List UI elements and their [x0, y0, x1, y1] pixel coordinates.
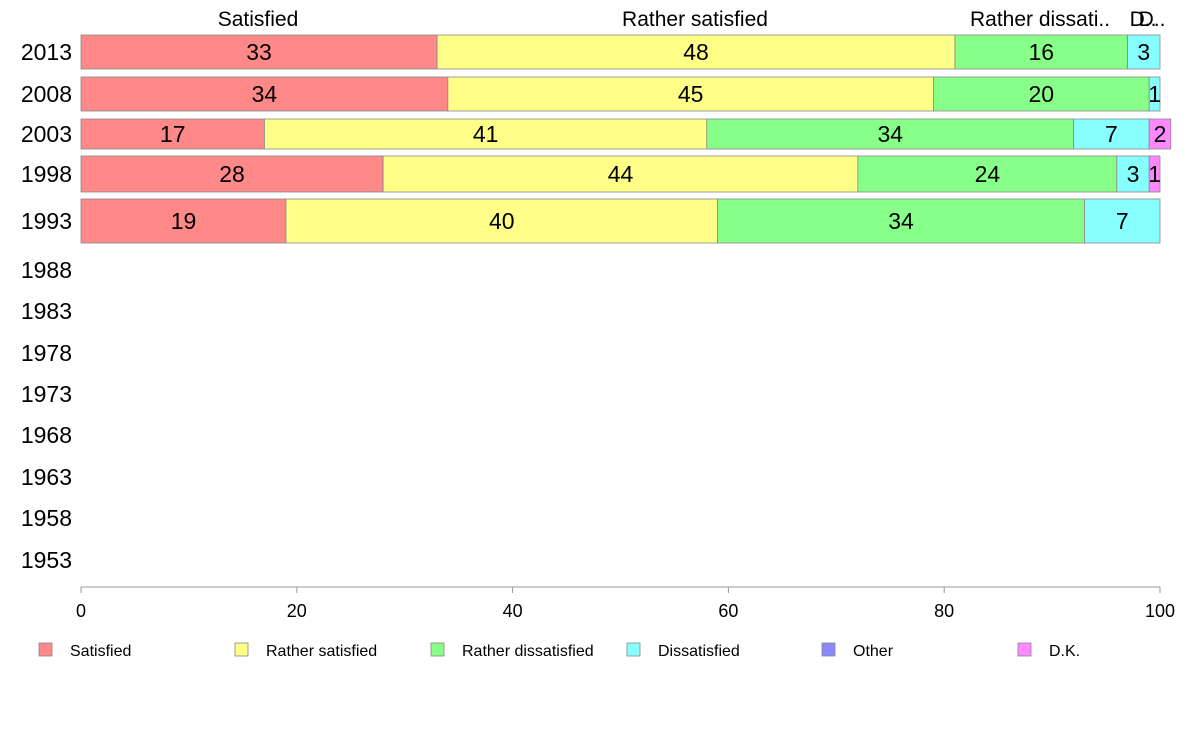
bar-segment: [933, 76, 1150, 112]
bar-value-label: 34: [888, 208, 914, 234]
bar-value-label: 24: [975, 161, 1001, 187]
bar-value-label: 7: [1105, 121, 1118, 147]
bar-segment: [1073, 118, 1150, 150]
year-label: 1973: [21, 381, 72, 407]
bar-segment: [1148, 118, 1172, 150]
x-tick-label: 0: [76, 601, 86, 621]
year-label: 1993: [21, 208, 72, 234]
x-tick-label: 60: [718, 601, 738, 621]
year-label: 2003: [21, 121, 72, 147]
bar-segment: [80, 118, 265, 150]
year-label: 1953: [21, 547, 72, 573]
legend-swatch: [430, 642, 445, 657]
bar-segment: [717, 198, 1085, 244]
legend-label: D.K.: [1049, 643, 1080, 660]
legend-label: Satisfied: [70, 643, 131, 660]
bar-segment: [264, 118, 708, 150]
year-label: 2013: [21, 39, 72, 65]
bar-segment: [857, 155, 1118, 193]
bar-segment: [80, 155, 384, 193]
bar-segment: [382, 155, 859, 193]
bar-value-label: 45: [678, 81, 704, 107]
legend-swatch: [626, 642, 641, 657]
legend-label: Other: [853, 643, 894, 660]
bar-segment: [1148, 155, 1161, 193]
top-column-label: Rather dissati..: [970, 8, 1110, 31]
bar-value-label: 2: [1154, 121, 1167, 147]
year-label: 1998: [21, 161, 72, 187]
legend-swatch: [38, 642, 53, 657]
year-label: 1958: [21, 505, 72, 531]
legend-label: Rather dissatisfied: [462, 643, 594, 660]
bar-value-label: 28: [219, 161, 245, 187]
bar-value-label: 19: [171, 208, 197, 234]
top-column-label: Satisfied: [218, 8, 299, 31]
bar-segment: [285, 198, 719, 244]
bar-value-label: 40: [489, 208, 515, 234]
bar-value-label: 1: [1148, 161, 1161, 187]
year-label: 1968: [21, 422, 72, 448]
year-label: 1988: [21, 257, 72, 283]
x-tick-label: 100: [1145, 601, 1175, 621]
bar-value-label: 3: [1137, 39, 1150, 65]
bar-segment: [1116, 155, 1150, 193]
legend-swatch: [821, 642, 836, 657]
bar-value-label: 3: [1127, 161, 1140, 187]
top-column-label: Rather satisfied: [622, 8, 768, 31]
bar-value-label: 17: [160, 121, 186, 147]
legend-label: Dissatisfied: [658, 643, 740, 660]
bar-value-label: 20: [1029, 81, 1055, 107]
bar-value-label: 16: [1029, 39, 1055, 65]
bar-value-label: 34: [252, 81, 278, 107]
year-label: 1963: [21, 464, 72, 490]
bar-segment: [1148, 76, 1161, 112]
bar-value-label: 48: [683, 39, 709, 65]
x-tick-label: 20: [287, 601, 307, 621]
year-label: 1978: [21, 340, 72, 366]
legend-swatch: [1017, 642, 1032, 657]
bar-segment: [80, 76, 449, 112]
top-column-label: D..: [1139, 8, 1166, 31]
legend-swatch: [234, 642, 249, 657]
bar-value-label: 34: [877, 121, 903, 147]
bar-value-label: 41: [473, 121, 499, 147]
bar-segment: [1084, 198, 1161, 244]
x-tick-label: 80: [934, 601, 954, 621]
bar-segment: [436, 34, 956, 70]
bar-segment: [447, 76, 934, 112]
year-label: 2008: [21, 81, 72, 107]
bar-value-label: 1: [1148, 81, 1161, 107]
bar-value-label: 33: [246, 39, 272, 65]
bar-value-label: 7: [1116, 208, 1129, 234]
legend-label: Rather satisfied: [266, 643, 377, 660]
year-label: 1983: [21, 298, 72, 324]
x-tick-label: 40: [503, 601, 523, 621]
bar-segment: [1127, 34, 1161, 70]
bar-value-label: 44: [608, 161, 634, 187]
bar-segment: [80, 198, 287, 244]
top-column-label: D..: [1130, 8, 1157, 31]
